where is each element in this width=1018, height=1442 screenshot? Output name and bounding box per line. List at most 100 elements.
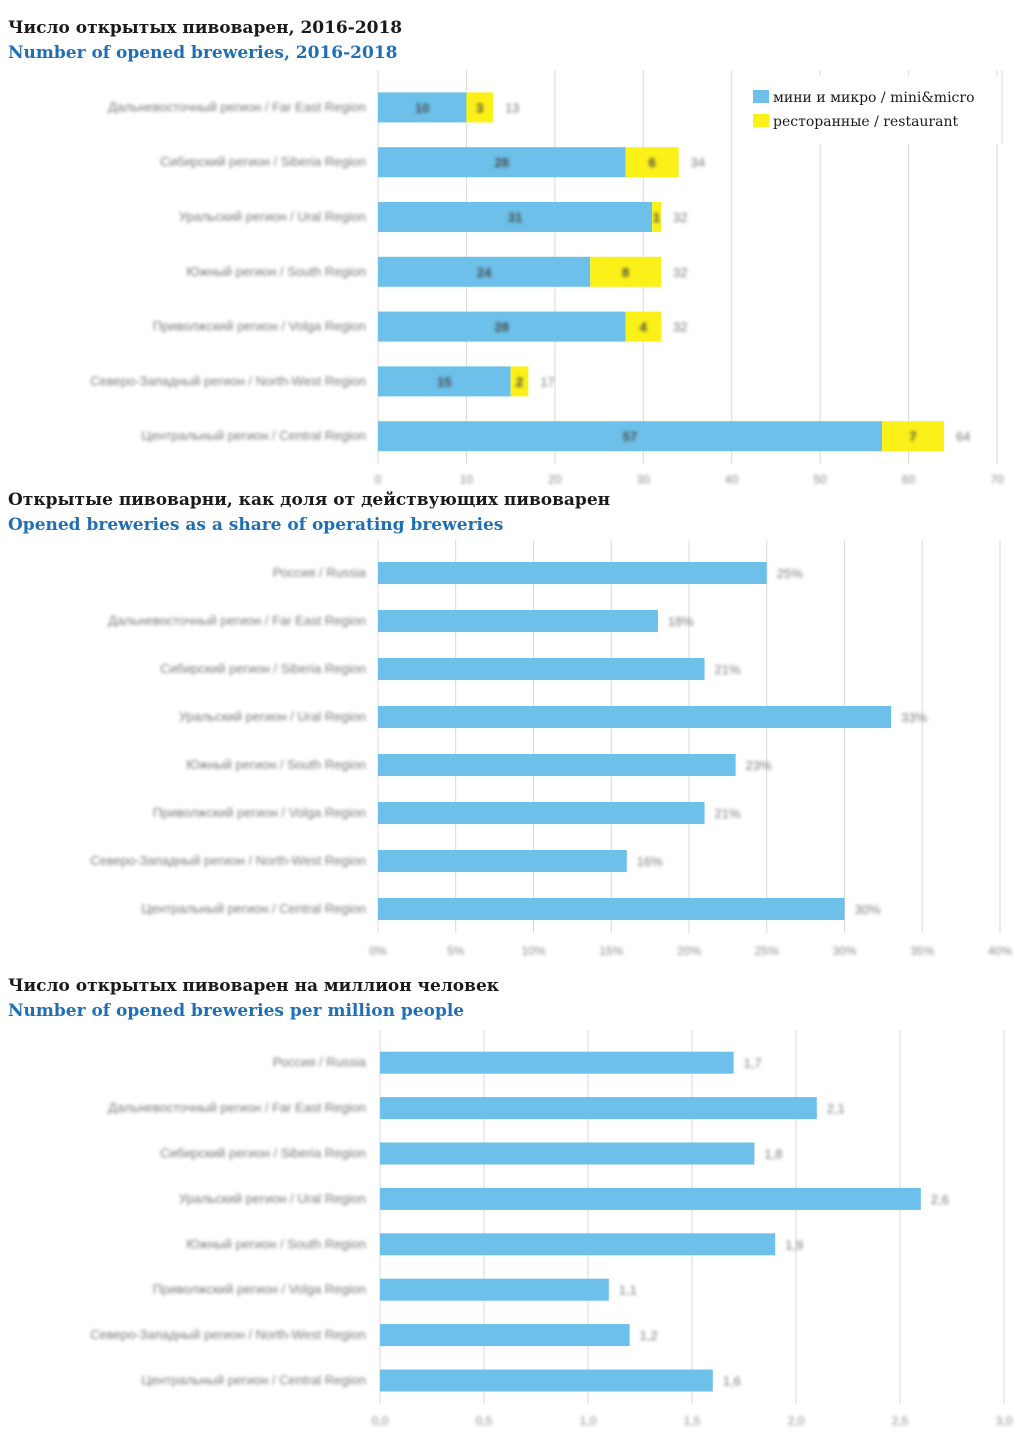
legend-background — [742, 76, 1002, 144]
total-data-label: 13 — [505, 100, 519, 115]
segment-data-label: 4 — [640, 320, 648, 335]
category-label: Центральный регион / Central Region — [141, 901, 366, 916]
bar-mini-micro — [378, 256, 591, 287]
category-label: Северо-Западный регион / North-West Regi… — [90, 373, 366, 388]
bar — [380, 1278, 609, 1301]
chart2-subtitle: Opened breweries as a share of operating… — [8, 515, 504, 535]
bar-mini-micro — [378, 311, 626, 342]
bar — [380, 1097, 817, 1120]
chart1-title: Число открытых пивоварен, 2016-2018 — [8, 18, 403, 38]
bar-data-label: 1,6 — [723, 1374, 741, 1389]
segment-data-label: 1 — [653, 210, 660, 225]
x-tick-label: 30% — [832, 944, 856, 958]
category-label: Северо-Западный регион / North-West Regi… — [90, 1327, 366, 1342]
chart3-subtitle: Number of opened breweries per million p… — [8, 1001, 465, 1021]
x-tick-label: 35% — [910, 944, 934, 958]
total-data-label: 32 — [673, 210, 687, 225]
x-tick-label: 40 — [725, 473, 739, 487]
x-tick-label: 50 — [813, 473, 827, 487]
x-tick-label: 30 — [637, 473, 651, 487]
bar-mini-micro — [378, 202, 653, 232]
bar-mini-micro — [378, 147, 626, 178]
x-tick-label: 2,0 — [788, 1414, 805, 1428]
x-tick-label: 20 — [548, 473, 562, 487]
segment-data-label: 10 — [415, 100, 429, 115]
chart2-share-of-operating: 0% 5% 10% 15% 20% 25% 30% 35% 40% Россия / Russia… — [90, 540, 1012, 958]
x-tick-label: 20% — [677, 944, 701, 958]
category-label: Уральский регион / Ural Region — [179, 709, 366, 724]
x-tick-label: 0 — [375, 473, 382, 487]
bar — [378, 754, 736, 776]
x-tick-label: 60 — [902, 473, 916, 487]
chart3-title: Число открытых пивоварен на миллион чело… — [8, 976, 500, 996]
bar — [380, 1142, 755, 1165]
bar — [380, 1187, 921, 1210]
segment-data-label: 57 — [623, 429, 637, 444]
category-label: Приволжский регион / Volga Region — [153, 805, 366, 820]
chart1-subtitle: Number of opened breweries, 2016-2018 — [8, 43, 398, 63]
chart3-per-million: 0,0 0,5 1,0 1,5 2,0 2,5 3,0 Россия / Russia 1,7 Д… — [90, 1030, 1013, 1428]
category-label: Южный регион / South Region — [186, 264, 366, 279]
x-tick-label: 0,0 — [372, 1414, 389, 1428]
bar-mini-micro — [378, 92, 467, 123]
bar — [378, 802, 705, 824]
x-tick-label: 0% — [369, 944, 387, 958]
x-tick-label: 15% — [599, 944, 623, 958]
bar-restaurant — [625, 147, 679, 178]
bar-data-label: 21% — [715, 662, 741, 677]
x-tick-label: 2,5 — [892, 1414, 909, 1428]
bar — [380, 1233, 776, 1256]
x-tick-label: 5% — [447, 944, 465, 958]
segment-data-label: 7 — [909, 429, 916, 444]
bar-data-label: 1,8 — [764, 1147, 782, 1162]
x-tick-label: 10 — [460, 473, 474, 487]
bar-restaurant — [510, 366, 529, 397]
bar-data-label: 1,9 — [785, 1237, 803, 1252]
category-label: Приволжский регион / Volga Region — [153, 1282, 366, 1297]
category-label: Дальневосточный регион / Far East Region — [108, 1100, 366, 1115]
category-label: Сибирский регион / Siberia Region — [160, 1146, 366, 1161]
x-tick-label: 3,0 — [996, 1414, 1013, 1428]
category-label: Сибирский регион / Siberia Region — [160, 154, 366, 169]
bar — [380, 1324, 630, 1347]
bar-data-label: 33% — [901, 710, 927, 725]
total-data-label: 32 — [673, 265, 687, 280]
chart1-legend: мини и микро / mini&micro ресторанные / r… — [742, 70, 1003, 144]
bar — [378, 898, 845, 920]
category-label: Приволжский регион / Volga Region — [153, 319, 366, 334]
segment-data-label: 31 — [508, 210, 522, 225]
bar — [378, 658, 705, 680]
x-tick-label: 0,5 — [476, 1414, 493, 1428]
bar — [378, 610, 658, 632]
bar-mini-micro — [378, 421, 883, 452]
total-data-label: 34 — [691, 155, 705, 170]
bar-data-label: 2,1 — [827, 1101, 845, 1116]
bar-data-label: 2,6 — [931, 1192, 949, 1207]
bar-restaurant — [882, 421, 944, 452]
category-label: Южный регион / South Region — [186, 1236, 366, 1251]
x-tick-label: 70 — [990, 473, 1004, 487]
segment-data-label: 8 — [622, 265, 629, 280]
segment-data-label: 28 — [495, 320, 509, 335]
x-tick-label: 40% — [988, 944, 1012, 958]
x-tick-label: 25% — [755, 944, 779, 958]
legend-entry: ресторанные / restaurant — [773, 114, 958, 130]
bar-restaurant — [466, 92, 493, 123]
chart1-opened-breweries: 0 10 20 30 40 50 60 70 Дальневосточный регион / … — [90, 70, 1004, 487]
category-label: Уральский регион / Ural Region — [179, 209, 366, 224]
bar-data-label: 1,2 — [640, 1328, 658, 1343]
bar — [380, 1369, 713, 1392]
bar-restaurant — [652, 202, 661, 232]
bar-restaurant — [590, 256, 661, 287]
total-data-label: 64 — [956, 429, 970, 444]
x-tick-label: 1,0 — [580, 1414, 597, 1428]
bar — [380, 1051, 734, 1074]
category-label: Россия / Russia — [273, 1055, 367, 1070]
chart2-title: Открытые пивоварни, как доля от действую… — [8, 490, 611, 510]
legend-entry: мини и микро / mini&micro — [773, 90, 975, 106]
category-label: Северо-Западный регион / North-West Regi… — [90, 853, 366, 868]
x-tick-label: 10% — [521, 944, 545, 958]
category-label: Южный регион / South Region — [186, 757, 366, 772]
bar-data-label: 18% — [668, 614, 694, 629]
x-tick-label: 1,5 — [684, 1414, 701, 1428]
